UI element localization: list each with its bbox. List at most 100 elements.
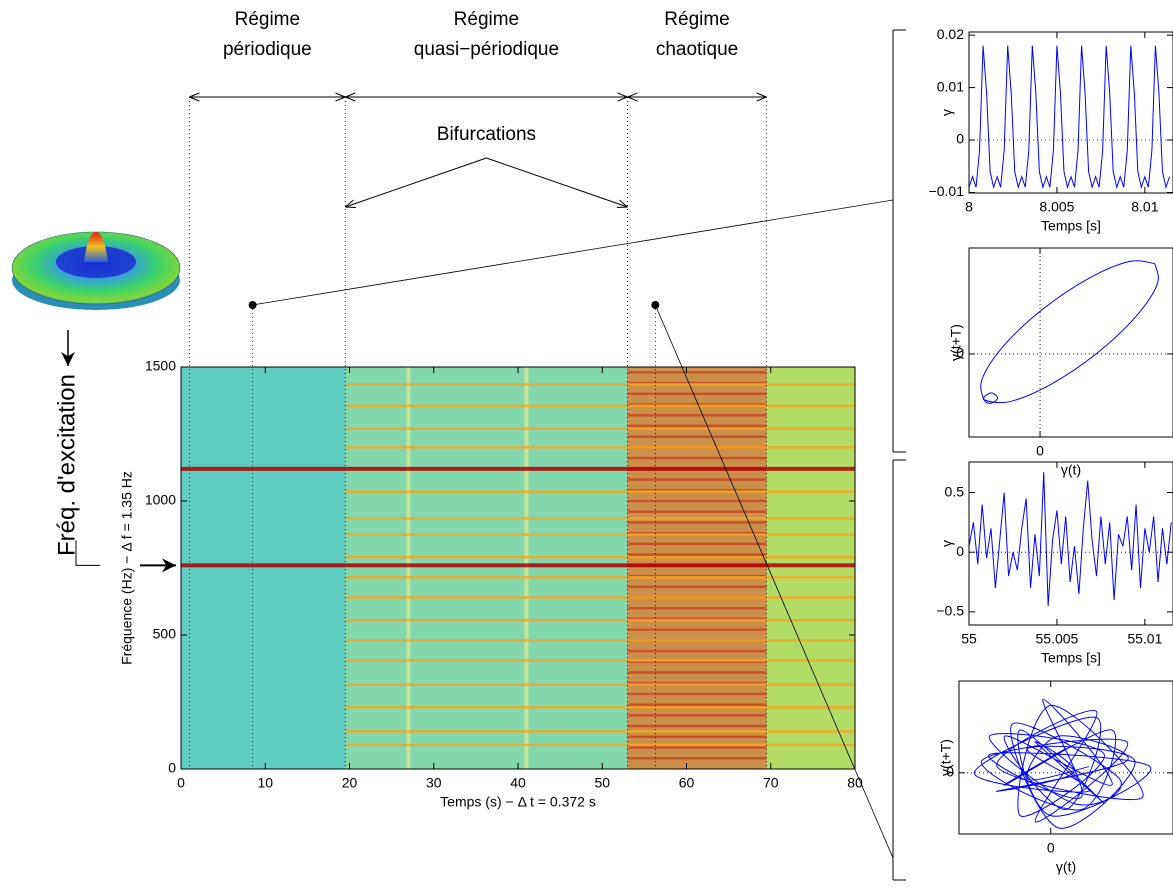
excitation-label: Fréq. d'excitation xyxy=(53,374,80,556)
sample-point xyxy=(248,301,257,309)
spectral-ridge xyxy=(627,403,767,406)
regime-label: Régime xyxy=(454,9,519,30)
x-tick-label: 8.01 xyxy=(1131,199,1158,215)
y-axis-label: γ(t+T) xyxy=(938,739,954,776)
x-axis-label: γ(t) xyxy=(1061,462,1081,478)
spectral-ridge xyxy=(627,392,767,396)
vertical-feature xyxy=(406,367,411,769)
x-tick-label: 55.005 xyxy=(1036,631,1079,647)
spectral-ridge xyxy=(627,456,767,460)
spectral-ridge xyxy=(627,521,767,524)
spectral-ridge xyxy=(627,681,767,685)
spectral-ridge xyxy=(627,489,767,492)
spectral-ridge xyxy=(627,381,767,385)
y-tick-label: 0 xyxy=(956,131,964,147)
spectral-ridge xyxy=(345,639,855,642)
spectral-ridge xyxy=(627,435,767,438)
axes-box xyxy=(968,461,1173,626)
phase-curve xyxy=(973,698,1152,829)
connector xyxy=(654,304,894,859)
x-tick-label: 0 xyxy=(177,775,185,791)
spectral-ridge xyxy=(345,619,855,622)
spectral-ridge xyxy=(345,517,855,520)
x-axis-label: γ(t) xyxy=(1056,859,1076,875)
regime-region xyxy=(627,367,767,769)
spectral-ridge xyxy=(627,499,767,503)
spectral-ridge xyxy=(345,404,855,408)
spectral-ridge xyxy=(627,585,767,589)
regime-region xyxy=(766,367,855,769)
y-tick-label: 0 xyxy=(956,345,964,361)
y-tick-label: −0.5 xyxy=(936,603,964,619)
y-tick-label: 0.5 xyxy=(945,483,965,499)
bifurcation-arrow xyxy=(486,157,627,207)
spectral-ridge xyxy=(345,383,855,386)
spectral-ridge xyxy=(627,703,767,706)
x-axis-label: Temps [s] xyxy=(1041,650,1101,666)
y-tick-label: 500 xyxy=(153,626,177,642)
x-axis-label: Temps (s) − Δ t = 0.372 s xyxy=(440,794,596,810)
y-axis-label: γ xyxy=(939,540,955,547)
y-axis-label: γ xyxy=(939,109,955,116)
spectral-ridge xyxy=(345,743,855,747)
spectral-ridge xyxy=(345,533,855,536)
spectral-ridge xyxy=(627,371,767,374)
annotation: Bifurcations xyxy=(437,124,536,145)
x-tick-label: 20 xyxy=(342,775,358,791)
spectral-ridge xyxy=(345,490,855,493)
x-tick-label: 55 xyxy=(961,631,977,647)
x-tick-label: 40 xyxy=(510,775,526,791)
spectral-ridge xyxy=(627,606,767,610)
plot-area xyxy=(969,472,1172,606)
axes-box xyxy=(180,366,856,770)
spectral-ridge xyxy=(627,649,767,653)
axes-box xyxy=(968,247,1173,438)
bifurcation-arrow xyxy=(345,157,487,207)
axes-box xyxy=(968,31,1173,194)
excitation-bracket xyxy=(75,540,100,566)
spectral-ridge xyxy=(627,757,767,760)
y-tick-label: 0 xyxy=(946,764,954,780)
regime-label: périodique xyxy=(223,39,312,60)
x-tick-label: 60 xyxy=(679,775,695,791)
mode-shape-illustration xyxy=(11,231,181,310)
x-tick-label: 0 xyxy=(1036,443,1044,459)
sample-point xyxy=(651,301,660,309)
axes-box xyxy=(958,680,1173,835)
spectral-ridge xyxy=(345,446,855,449)
x-tick-label: 30 xyxy=(426,775,442,791)
y-tick-label: 1500 xyxy=(145,358,176,374)
spectral-ridge xyxy=(627,746,767,749)
y-tick-label: 1000 xyxy=(145,492,176,508)
x-tick-label: 70 xyxy=(763,775,779,791)
y-axis-label: γ(t+T) xyxy=(948,324,964,361)
connector xyxy=(252,199,894,306)
spectral-ridge xyxy=(345,683,855,686)
spectral-ridge xyxy=(345,706,855,709)
spectral-ridge xyxy=(627,531,767,535)
phase-curve xyxy=(980,260,1159,404)
plot-area xyxy=(181,367,855,769)
x-tick-label: 10 xyxy=(257,775,273,791)
y-tick-label: −0.01 xyxy=(929,183,965,199)
spectral-ridge xyxy=(627,671,767,674)
spectral-ridge xyxy=(627,617,767,621)
spectral-ridge xyxy=(345,730,855,733)
regime-region xyxy=(345,367,628,769)
y-tick-label: 0.01 xyxy=(937,78,964,94)
spectral-ridge xyxy=(627,714,767,717)
spectral-ridge xyxy=(627,413,767,417)
regime-label: quasi−périodique xyxy=(414,39,559,60)
y-axis-label: Fréquence (Hz) − Δ f = 1.35 Hz xyxy=(119,471,135,665)
spectral-ridge xyxy=(181,563,855,568)
regime-label: Régime xyxy=(664,9,729,30)
spectral-ridge xyxy=(627,628,767,631)
x-tick-label: 55.01 xyxy=(1127,631,1162,647)
x-tick-label: 50 xyxy=(594,775,610,791)
spectral-ridge xyxy=(345,576,855,579)
x-axis-label: Temps [s] xyxy=(1041,218,1101,234)
spectral-ridge xyxy=(627,574,767,578)
time-series-line xyxy=(969,45,1170,190)
